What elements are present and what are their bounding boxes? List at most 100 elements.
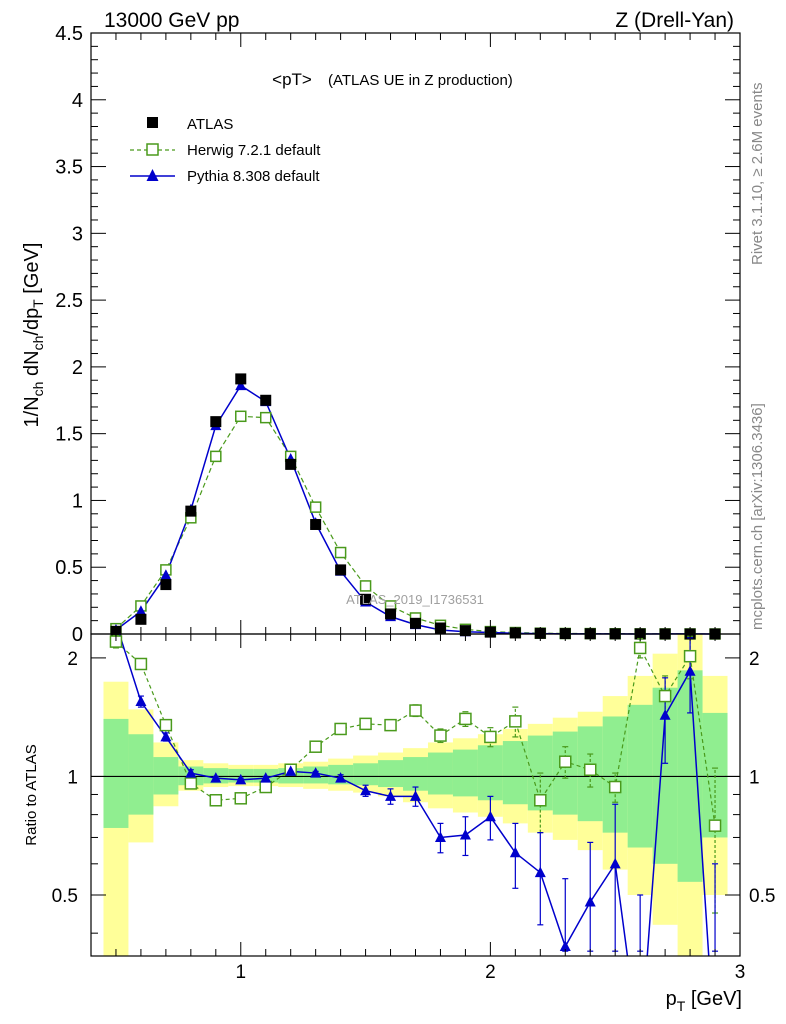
herwig-ratio-point [134,657,148,671]
atlas-data-point [235,373,247,385]
side-label-rivet: Rivet 3.1.10, ≥ 2.6M events [749,83,766,266]
herwig-ratio-point [559,755,572,768]
ratio-band-inner [403,757,428,791]
atlas-data-point [160,579,172,591]
legend-label-herwig: Herwig 7.2.1 default [187,142,321,159]
herwig-ratio-point [234,792,248,805]
y-tick-label-main: 2.5 [55,290,83,312]
plot-title: <pT> (ATLAS UE in Z production) [272,70,513,89]
ratio-band-inner [128,734,154,815]
atlas-data-point [260,394,272,406]
herwig-main-point [235,410,247,423]
pythia-ratio-point [385,790,397,801]
herwig-ratio-point [509,715,522,728]
herwig-ratio-point [209,794,223,807]
ratio-band-inner [103,718,129,828]
y-tick-label-main: 2 [72,357,83,379]
analysis-watermark: ATLAS_2019_I1736531 [346,592,484,607]
pythia-ratio-point [285,765,297,776]
pythia-ratio-point [310,767,322,778]
header-left: 13000 GeV pp [104,9,239,32]
ratio-band-inner [353,763,379,786]
herwig-ratio-point [434,729,447,742]
plot-title-main: <pT> [272,70,312,89]
atlas-data-point [185,505,197,517]
pythia-ratio-point [584,895,596,907]
y-tick-label-main: 1 [72,490,83,512]
herwig-ratio-point [583,763,597,776]
plot-title-sub: (ATLAS UE in Z production) [328,72,513,89]
herwig-ratio-point [658,689,672,703]
ratio-band-inner [427,752,453,795]
herwig-ratio-point [384,718,397,732]
pythia-ratio-point [160,730,172,742]
pythia-ratio-point [410,790,421,801]
atlas-data-point [285,458,297,470]
header-right: Z (Drell-Yan) [615,9,734,32]
herwig-ratio-point [309,740,322,753]
y-tick-label-ratio: 0.5 [52,886,78,907]
herwig-main-point [309,501,322,513]
x-tick-label: 3 [735,962,746,983]
herwig-ratio-point [409,704,422,717]
ratio-uncertainty-bands [91,634,740,956]
atlas-data-point [410,617,421,629]
atlas-data-point [335,564,347,576]
herwig-main-point [359,580,372,592]
legend-marker-pythia [146,169,159,181]
x-axis-label: pT [GeV] [666,988,742,1014]
y-axis-label-main: 1/Nch dNch/dpT [GeV] [21,243,46,428]
pythia-main-point [235,379,247,391]
y-tick-label-ratio: 2 [67,649,78,670]
herwig-ratio-point [534,794,547,807]
atlas-data-point [360,593,372,605]
y-tick-label-main: 4 [72,90,83,112]
chart-axes: 1 2 3 0 0.5 1 1.5 2 2.5 3 3.5 4 4.5 0.5 0.5 1 1 2 2 [52,23,776,983]
y-tick-label-main: 1.5 [55,424,83,446]
legend-label-pythia: Pythia 8.308 default [187,168,320,185]
ratio-series-group [109,634,722,956]
herwig-ratio-point [184,777,198,790]
ratio-band-inner [477,745,503,801]
legend-label-atlas: ATLAS [187,116,233,133]
pythia-ratio-point [260,772,272,783]
ratio-band-inner [452,749,478,797]
pythia-ratio-point [684,665,696,676]
pythia-ratio-point [459,829,471,840]
pythia-ratio-point [434,831,446,842]
atlas-data-point [310,518,322,530]
herwig-ratio-point [359,717,372,731]
pythia-ratio-point [509,846,521,858]
x-tick-label: 2 [485,962,496,983]
y-tick-label-ratio-right: 2 [749,649,760,670]
herwig-ratio-point [159,718,173,732]
ratio-band-inner [378,760,404,788]
herwig-ratio-point [608,780,622,794]
herwig-main-point [259,411,272,424]
herwig-main-point [334,546,347,559]
pythia-ratio-point [235,773,247,785]
legend-marker-herwig [146,143,159,156]
atlas-data-point [210,416,222,428]
x-tick-label: 1 [235,962,246,983]
y-tick-label-main: 0 [72,624,83,646]
pythia-ratio-point [559,940,571,951]
pythia-main-point [160,569,172,580]
pythia-ratio-point [185,767,197,778]
legend: ATLAS Herwig 7.2.1 default Pythia 8.308 … [130,116,321,185]
legend-marker-atlas [147,117,158,128]
y-tick-label-main: 4.5 [55,23,83,45]
herwig-ratio-point [683,649,697,663]
herwig-ratio-point [334,722,347,736]
y-tick-label-ratio-right: 0.5 [749,886,775,907]
y-tick-label-main: 3 [72,223,83,245]
atlas-data-point [135,613,147,625]
herwig-ratio-point [708,819,722,832]
pythia-ratio-point [609,857,621,869]
ratio-band-inner [502,741,528,805]
y-tick-label-ratio-right: 1 [749,767,760,788]
y-tick-label-ratio: 1 [67,767,78,788]
pythia-ratio-point [335,772,347,783]
atlas-data-point [385,608,397,620]
